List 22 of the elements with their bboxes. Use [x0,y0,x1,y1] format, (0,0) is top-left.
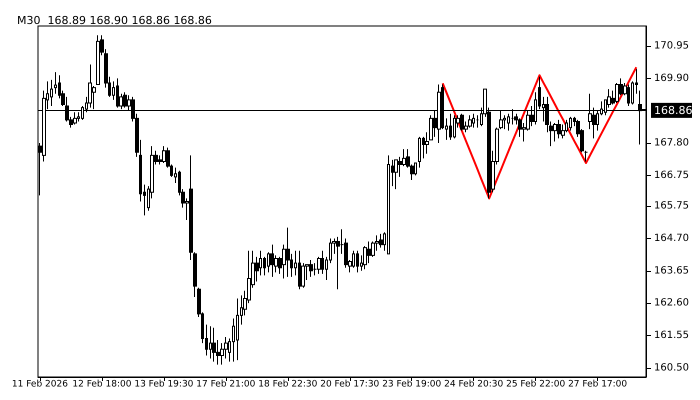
x-tick-label: 23 Feb 19:00 [382,380,442,390]
chart-title: M30 168.89 168.90 168.86 168.86 [17,14,212,27]
x-tick-label: 27 Feb 17:00 [568,380,628,390]
y-tick-label: 160.50 [654,362,690,374]
y-tick-label: 165.75 [654,200,690,212]
x-tick-label: 18 Feb 22:30 [258,380,318,390]
x-tick-label: 11 Feb 2026 [12,380,68,390]
y-tick-label: 164.70 [654,232,690,244]
x-tick-label: 20 Feb 17:30 [320,380,380,390]
y-tick-label: 170.95 [654,40,690,52]
y-tick-label: 167.80 [654,138,690,148]
y-tick-label: 163.65 [654,265,690,276]
x-tick-label: 24 Feb 20:30 [444,380,504,390]
y-tick-label: 166.75 [654,170,690,181]
x-tick-label: 17 Feb 21:00 [196,380,256,390]
x-tick-label: 13 Feb 19:30 [134,380,194,390]
y-tick-label: 162.60 [654,298,690,309]
y-tick-label: 169.90 [654,72,690,84]
ref-line-label: 168.86 [654,104,693,117]
x-tick-label: 25 Feb 22:00 [506,380,566,390]
y-tick-label: 161.55 [654,330,690,341]
x-tick-label: 12 Feb 18:00 [72,380,132,390]
